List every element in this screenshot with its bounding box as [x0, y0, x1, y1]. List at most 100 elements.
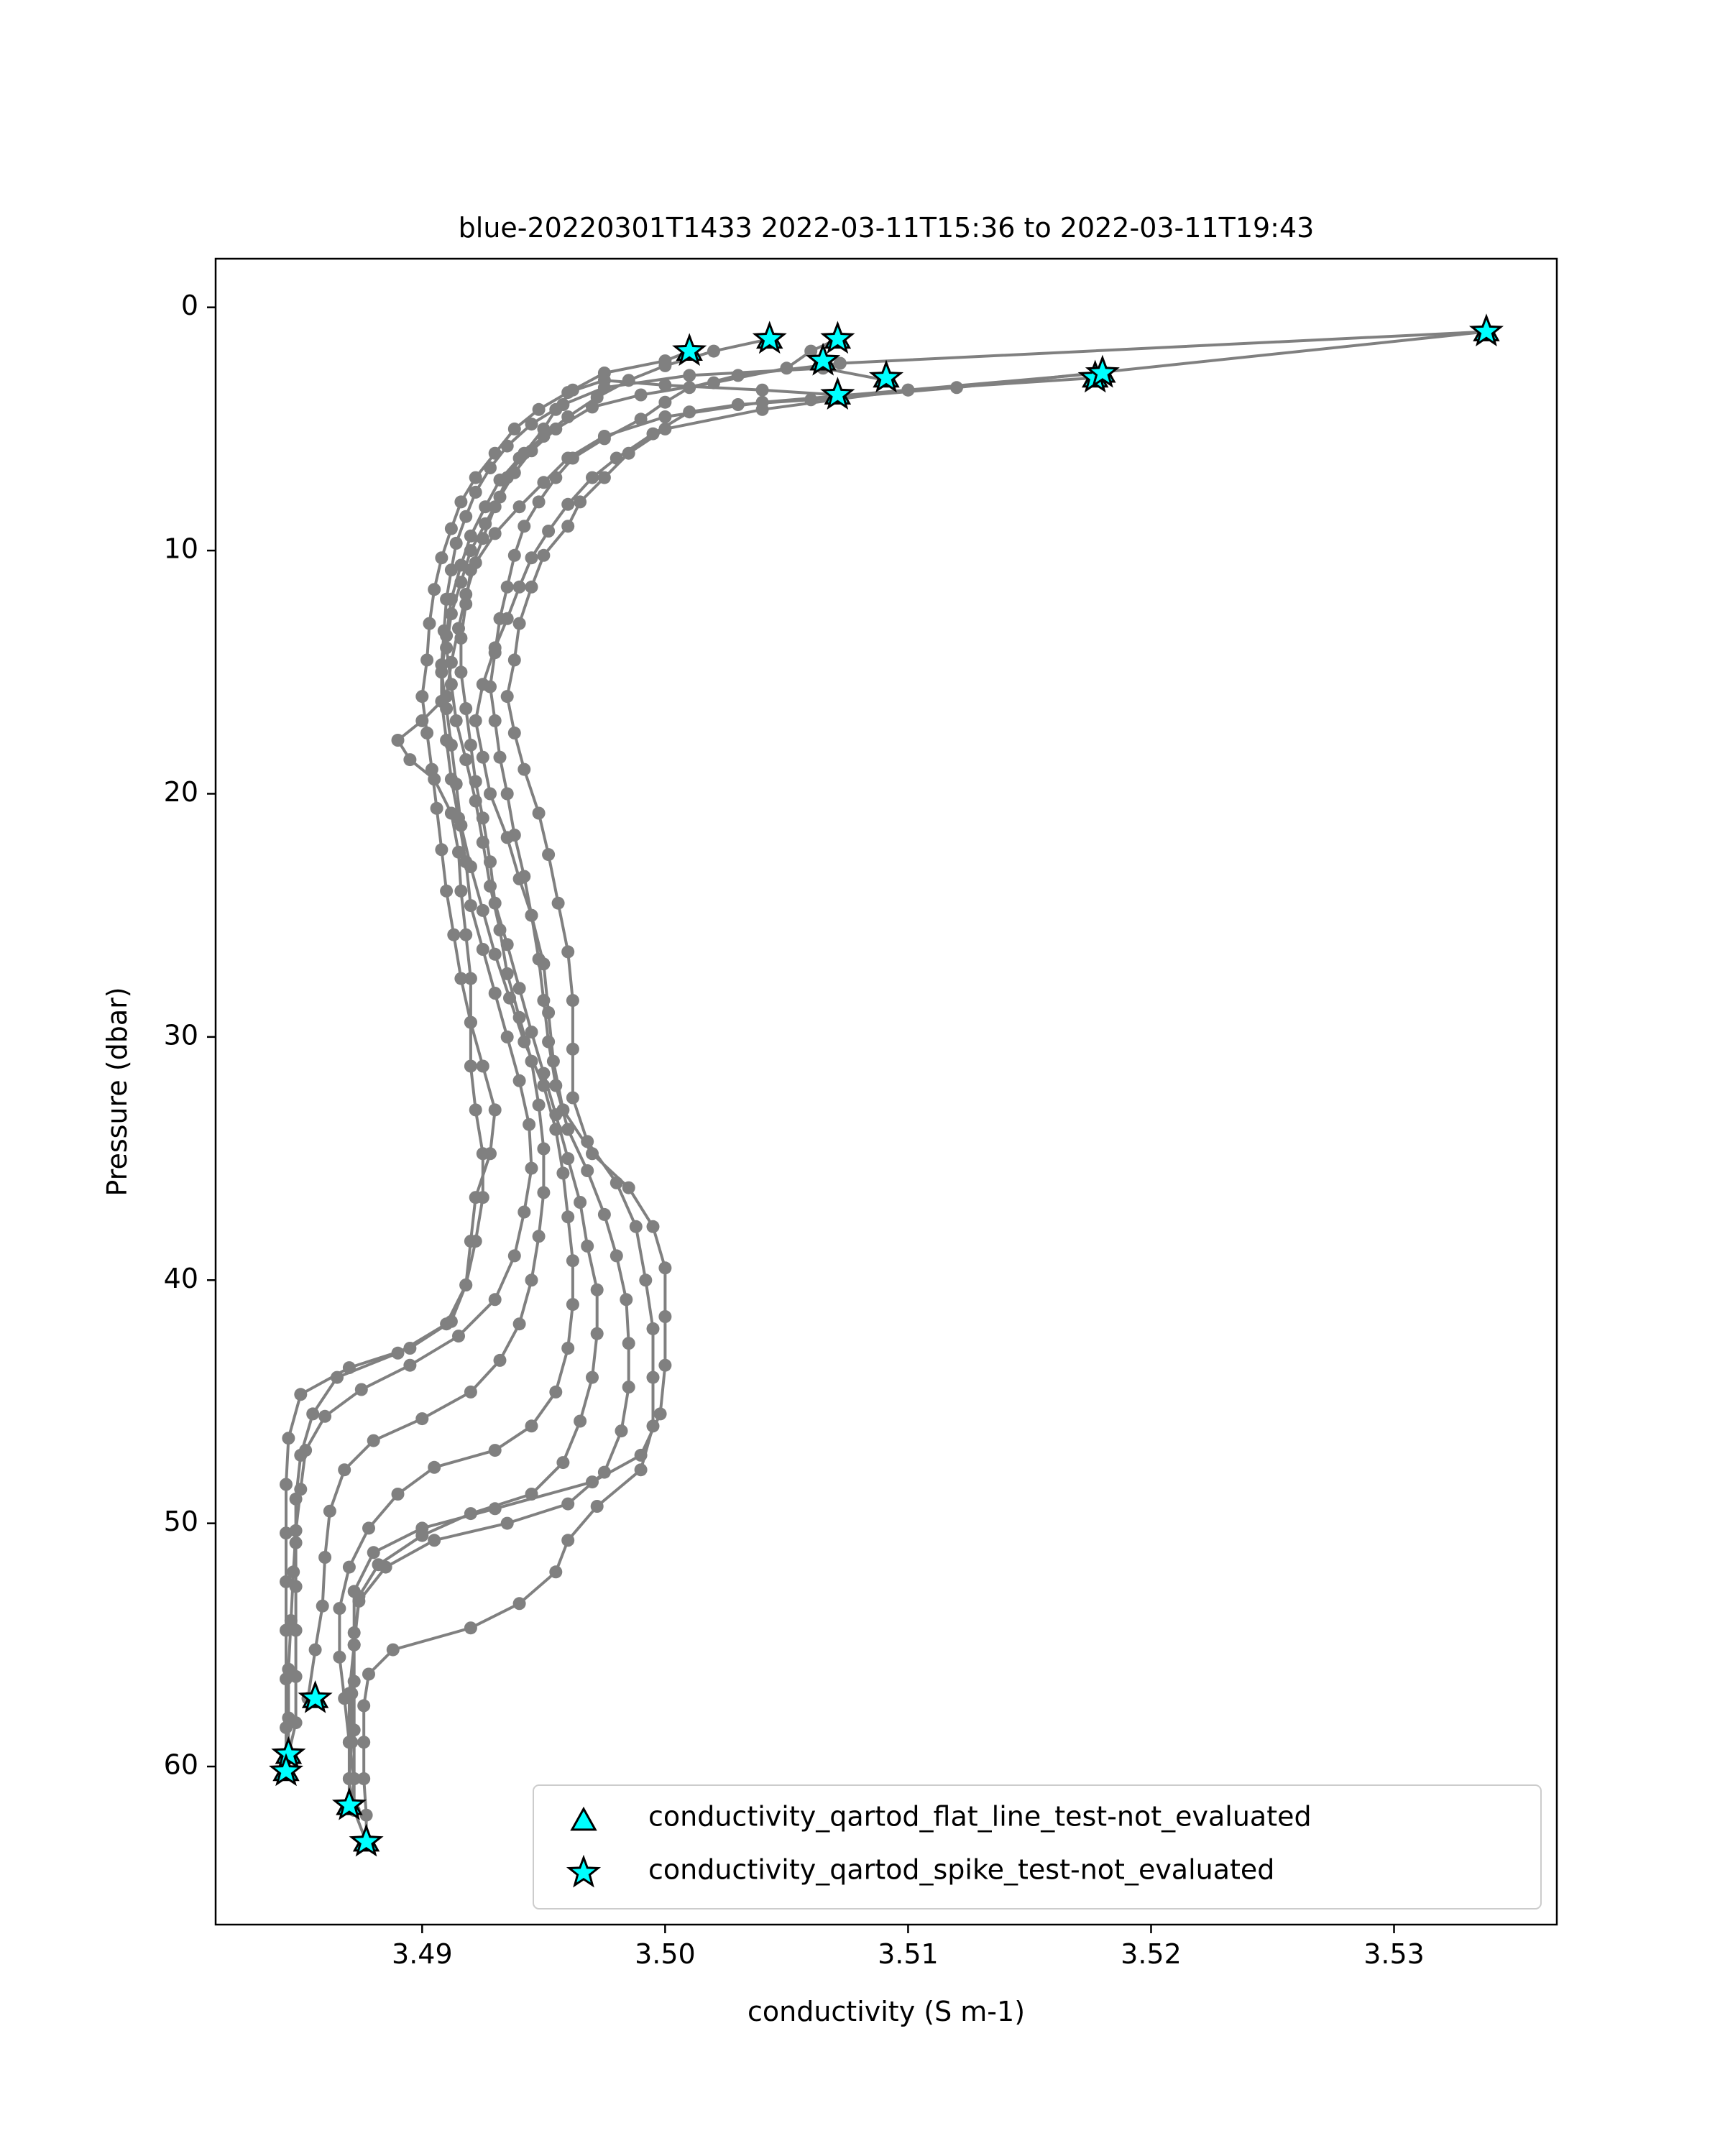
- profile-point: [542, 525, 556, 538]
- x-tick-label: 3.50: [635, 1938, 696, 1970]
- profile-point: [512, 1010, 526, 1024]
- profile-point: [658, 395, 672, 409]
- profile-point: [500, 787, 514, 801]
- profile-point: [449, 536, 463, 550]
- profile-point: [561, 520, 575, 533]
- profile-point: [574, 1196, 587, 1209]
- profile-point: [372, 1558, 385, 1572]
- legend-triangle-marker: [570, 1806, 597, 1831]
- profile-point: [430, 801, 443, 815]
- profile-point: [532, 806, 546, 820]
- profile-point: [574, 495, 587, 509]
- profile-point: [428, 773, 441, 786]
- profile-point: [479, 517, 492, 530]
- profile-point: [574, 1414, 587, 1428]
- profile-point: [440, 690, 454, 704]
- profile-point: [658, 359, 672, 372]
- profile-point: [415, 1529, 429, 1542]
- profile-point: [452, 845, 465, 859]
- profile-point: [459, 588, 473, 601]
- profile-point: [590, 1500, 604, 1513]
- profile-point: [444, 806, 458, 820]
- profile-point: [289, 1580, 303, 1593]
- profile-point: [493, 923, 507, 936]
- profile-point: [653, 1407, 667, 1421]
- profile-point: [561, 386, 575, 400]
- profile-point: [512, 500, 526, 514]
- profile-point: [537, 548, 551, 562]
- profile-point: [597, 471, 611, 484]
- profile-point: [323, 1504, 336, 1518]
- profile-point: [586, 471, 599, 484]
- profile-point: [308, 1643, 322, 1657]
- profile-point: [454, 972, 468, 985]
- profile-series-9: [282, 371, 1102, 1761]
- profile-point: [537, 1142, 551, 1156]
- profile-point: [444, 563, 458, 577]
- profile-point: [833, 356, 847, 370]
- profile-point: [306, 1407, 320, 1421]
- profile-point: [493, 1353, 507, 1367]
- profile-point: [537, 430, 551, 443]
- profile-point: [403, 1358, 417, 1372]
- profile-point: [428, 583, 441, 596]
- profile-point: [280, 1720, 293, 1734]
- y-tick-label: 30: [164, 1019, 198, 1051]
- profile-point: [507, 466, 521, 479]
- profile-point: [629, 1220, 643, 1233]
- profile-point: [459, 855, 473, 869]
- profile-point: [420, 653, 434, 667]
- profile-point: [464, 738, 477, 752]
- profile-point: [525, 444, 538, 458]
- profile-point: [532, 952, 546, 966]
- spike-flag-marker: [752, 321, 787, 354]
- profile-point: [367, 1434, 380, 1447]
- profile-point: [469, 485, 482, 499]
- profile-point: [316, 1599, 329, 1613]
- profile-point: [566, 994, 579, 1008]
- profile-point: [423, 617, 436, 630]
- profile-point: [469, 794, 482, 808]
- profile-point: [549, 1385, 563, 1399]
- profile-point: [561, 1210, 575, 1224]
- profile-point: [622, 1337, 635, 1350]
- profile-point: [294, 1388, 308, 1401]
- profile-point: [561, 1342, 575, 1355]
- profile-point: [586, 400, 599, 414]
- profile-point: [561, 1497, 575, 1511]
- profile-point: [476, 1191, 489, 1204]
- profile-point: [484, 680, 497, 694]
- profile-point: [449, 714, 463, 727]
- data-layer: [280, 325, 1493, 1848]
- profile-point: [488, 947, 502, 961]
- profile-point: [646, 1370, 660, 1384]
- profile-point: [464, 1385, 477, 1399]
- spike-flag-marker: [1468, 313, 1504, 346]
- profile-point: [493, 612, 507, 625]
- profile-point: [658, 1358, 672, 1372]
- profile-point: [512, 982, 526, 995]
- profile-point: [440, 1317, 454, 1331]
- profile-point: [437, 624, 451, 637]
- profile-point: [549, 1565, 563, 1579]
- profile-point: [634, 388, 648, 402]
- profile-point: [590, 1283, 604, 1296]
- profile-point: [542, 1035, 556, 1049]
- y-tick-label: 40: [164, 1263, 198, 1294]
- profile-point: [352, 1590, 366, 1603]
- profile-point: [488, 646, 502, 660]
- profile-point: [512, 1317, 526, 1331]
- profile-point: [484, 880, 497, 893]
- spike-flag-marker: [349, 1823, 384, 1857]
- legend-frame: [533, 1784, 1542, 1909]
- profile-point: [581, 1164, 594, 1177]
- profile-point: [367, 1546, 380, 1560]
- y-tick-label: 0: [181, 290, 198, 321]
- profile-point: [549, 1123, 563, 1136]
- legend-star-shape: [566, 1854, 602, 1888]
- profile-point: [581, 1135, 594, 1148]
- profile-point: [500, 967, 514, 980]
- legend-label-flat-line-test: conductivity_qartod_flat_line_test-not_e…: [648, 1801, 1312, 1833]
- profile-point: [597, 1207, 611, 1221]
- profile-point: [658, 1261, 672, 1275]
